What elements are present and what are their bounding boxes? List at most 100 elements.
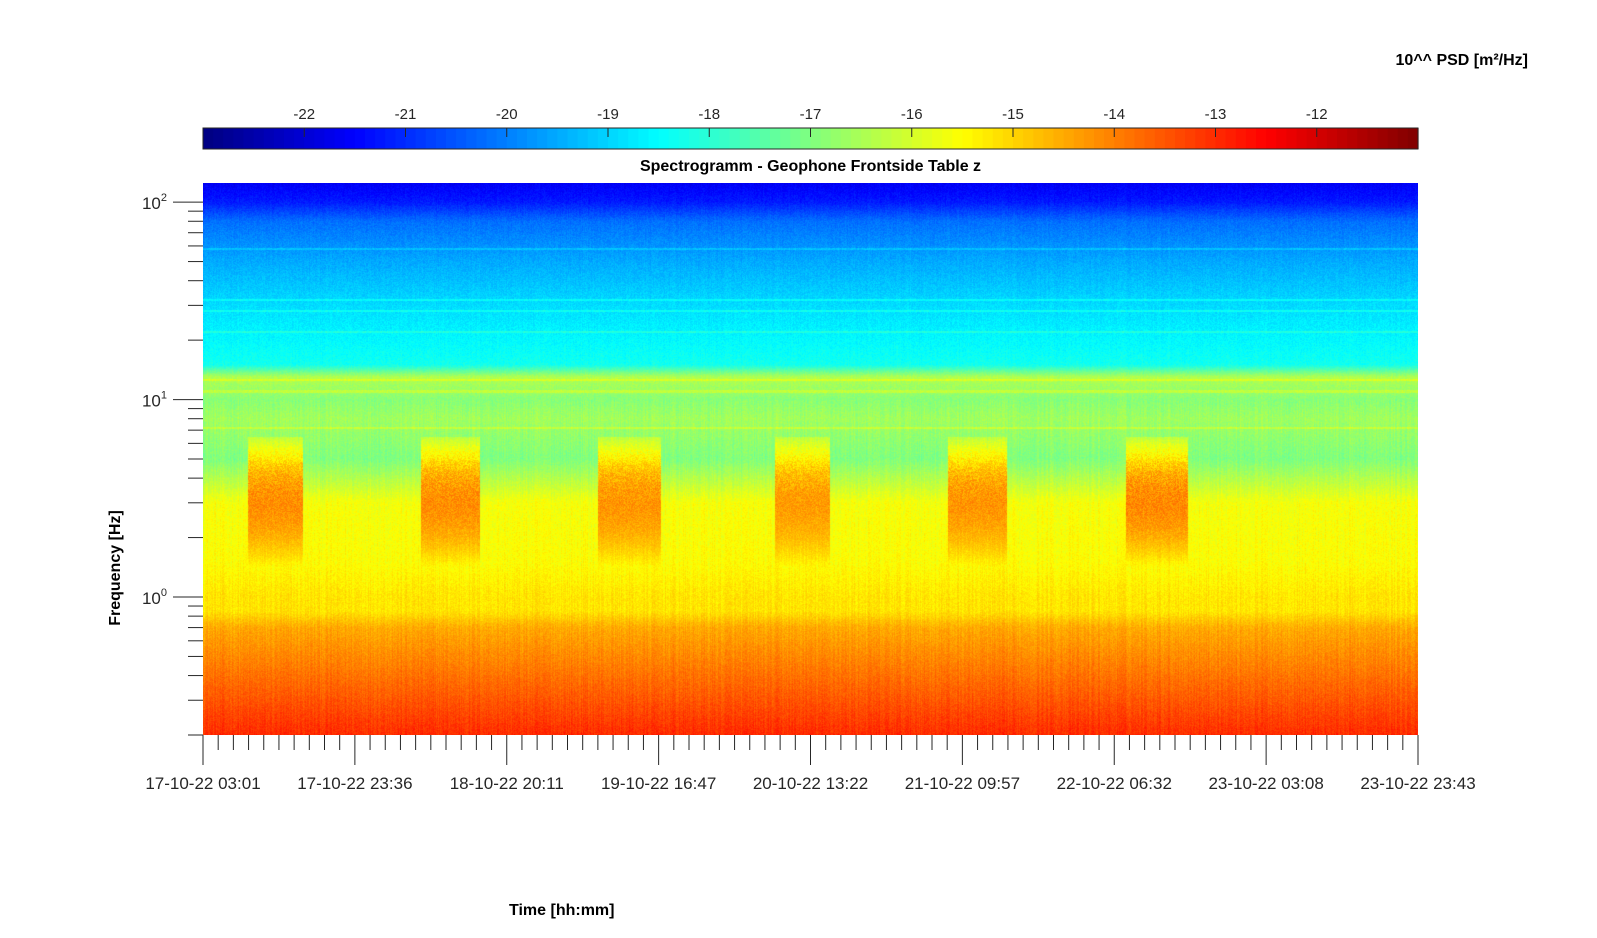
- colorbar-segment: [952, 128, 963, 149]
- spectrogram-heatmap: [203, 183, 1418, 735]
- colorbar-segment: [1094, 128, 1105, 149]
- x-axis-label: Time [hh:mm]: [509, 902, 615, 919]
- colorbar-segment: [1144, 128, 1156, 149]
- colorbar-tick-label: -20: [496, 106, 518, 123]
- colorbar-segment: [628, 128, 639, 149]
- colorbar-segment: [395, 128, 407, 149]
- colorbar-segment: [1134, 128, 1146, 149]
- colorbar-tick-label: -21: [395, 106, 417, 123]
- colorbar-segment: [365, 128, 376, 149]
- colorbar-segment: [648, 128, 660, 149]
- colorbar-segment: [1002, 128, 1014, 149]
- colorbar-segment: [587, 128, 599, 149]
- colorbar-segment: [1296, 128, 1308, 149]
- y-tick-label: 101: [142, 390, 167, 411]
- colorbar-segment: [567, 128, 579, 149]
- colorbar-segment: [1215, 128, 1227, 149]
- colorbar-segment: [476, 128, 488, 149]
- colorbar-segment: [354, 128, 366, 149]
- colorbar-segment: [213, 128, 224, 149]
- colorbar-segment: [840, 128, 852, 149]
- colorbar-segment: [770, 128, 781, 149]
- colorbar-segment: [658, 128, 670, 149]
- colorbar-tick-label: -14: [1103, 106, 1125, 123]
- colorbar-segment: [1367, 128, 1379, 149]
- colorbar-segment: [942, 128, 953, 149]
- x-tick-label: 22-10-22 06:32: [1057, 774, 1172, 793]
- colorbar-segment: [972, 128, 984, 149]
- colorbar-segment: [496, 128, 508, 149]
- colorbar-tick-label: -16: [901, 106, 923, 123]
- colorbar-tick-label: -15: [1002, 106, 1024, 123]
- colorbar-segment: [871, 128, 882, 149]
- colorbar-segment: [1357, 128, 1368, 149]
- colorbar-segment: [1053, 128, 1065, 149]
- colorbar-segment: [1154, 128, 1166, 149]
- colorbar-segment: [334, 128, 346, 149]
- colorbar-segment: [790, 128, 801, 149]
- colorbar-segment: [861, 128, 872, 149]
- colorbar-segment: [486, 128, 498, 149]
- colorbar-segment: [1205, 128, 1217, 149]
- colorbar-segment: [314, 128, 326, 149]
- colorbar-segment: [678, 128, 690, 149]
- colorbar-segment: [456, 128, 467, 149]
- colorbar-segment: [233, 128, 245, 149]
- colorbar-segment: [1276, 128, 1287, 149]
- colorbar-segment: [223, 128, 234, 149]
- x-tick-label: 21-10-22 09:57: [905, 774, 1020, 793]
- colorbar-segment: [729, 128, 741, 149]
- colorbar-segment: [1185, 128, 1196, 149]
- colorbar-segment: [1337, 128, 1348, 149]
- colorbar-segment: [749, 128, 761, 149]
- colorbar-segment: [557, 128, 569, 149]
- colorbar-segment: [1164, 128, 1176, 149]
- colorbar-segment: [516, 128, 528, 149]
- colorbar-segment: [375, 128, 386, 149]
- colorbar-segment: [830, 128, 842, 149]
- colorbar-segment: [537, 128, 548, 149]
- colorbar-segment: [203, 128, 214, 149]
- colorbar-segment: [699, 128, 710, 149]
- colorbar-segment: [1033, 128, 1044, 149]
- colorbar-segment: [992, 128, 1004, 149]
- colorbar-segment: [1104, 128, 1115, 149]
- colorbar-segment: [273, 128, 285, 149]
- colorbar-segment: [304, 128, 315, 149]
- colorbar-segment: [385, 128, 396, 149]
- colorbar-segment: [1266, 128, 1277, 149]
- colorbar-segment: [932, 128, 943, 149]
- colorbar-label: 10^^ PSD [m²/Hz]: [1395, 52, 1528, 69]
- colorbar-segment: [294, 128, 305, 149]
- colorbar-tick-label: -17: [800, 106, 822, 123]
- x-tick-label: 23-10-22 03:08: [1208, 774, 1323, 793]
- colorbar-segment: [1326, 128, 1338, 149]
- colorbar-segment: [577, 128, 589, 149]
- x-tick-label: 19-10-22 16:47: [601, 774, 716, 793]
- colorbar-segment: [446, 128, 457, 149]
- colorbar-segment: [1225, 128, 1237, 149]
- colorbar-segment: [820, 128, 832, 149]
- colorbar-segment: [739, 128, 751, 149]
- colorbar-segment: [962, 128, 974, 149]
- colorbar-segment: [284, 128, 295, 149]
- colorbar-segment: [668, 128, 680, 149]
- colorbar-segment: [597, 128, 609, 149]
- colorbar-segment: [1083, 128, 1095, 149]
- colorbar-tick-label: -22: [293, 106, 315, 123]
- colorbar-segment: [1256, 128, 1267, 149]
- colorbar-segment: [800, 128, 812, 149]
- colorbar-segment: [719, 128, 731, 149]
- colorbar-tick-label: -19: [597, 106, 619, 123]
- x-tick-label: 23-10-22 23:43: [1360, 774, 1475, 793]
- colorbar-segment: [324, 128, 336, 149]
- x-tick-label: 20-10-22 13:22: [753, 774, 868, 793]
- colorbar-segment: [1063, 128, 1075, 149]
- x-tick-label: 17-10-22 23:36: [297, 774, 412, 793]
- colorbar-segment: [709, 128, 720, 149]
- colorbar-segment: [1407, 128, 1419, 149]
- y-tick-label: 100: [142, 587, 167, 608]
- colorbar-segment: [243, 128, 255, 149]
- colorbar-segment: [881, 128, 893, 149]
